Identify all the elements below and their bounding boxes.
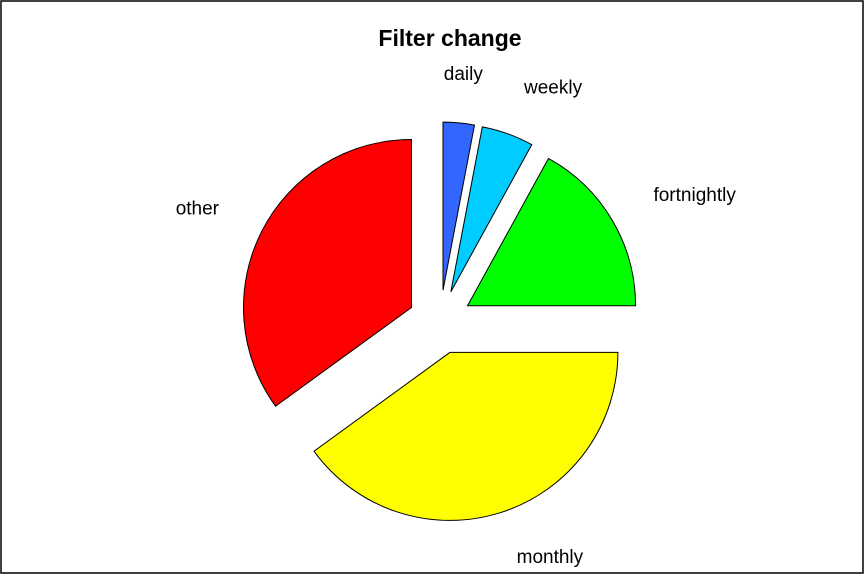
pie-slice	[450, 126, 533, 293]
slice-label: other	[176, 198, 220, 219]
pie-slice	[466, 157, 637, 307]
slice-label: daily	[444, 64, 484, 85]
slice-label: fortnightly	[653, 185, 736, 206]
chart-title: Filter change	[378, 25, 521, 51]
slice-label: weekly	[523, 78, 583, 99]
slice-label: monthly	[517, 547, 584, 568]
pie-slice	[442, 121, 476, 291]
pie-slice	[242, 138, 412, 407]
pie-slice	[313, 351, 619, 521]
